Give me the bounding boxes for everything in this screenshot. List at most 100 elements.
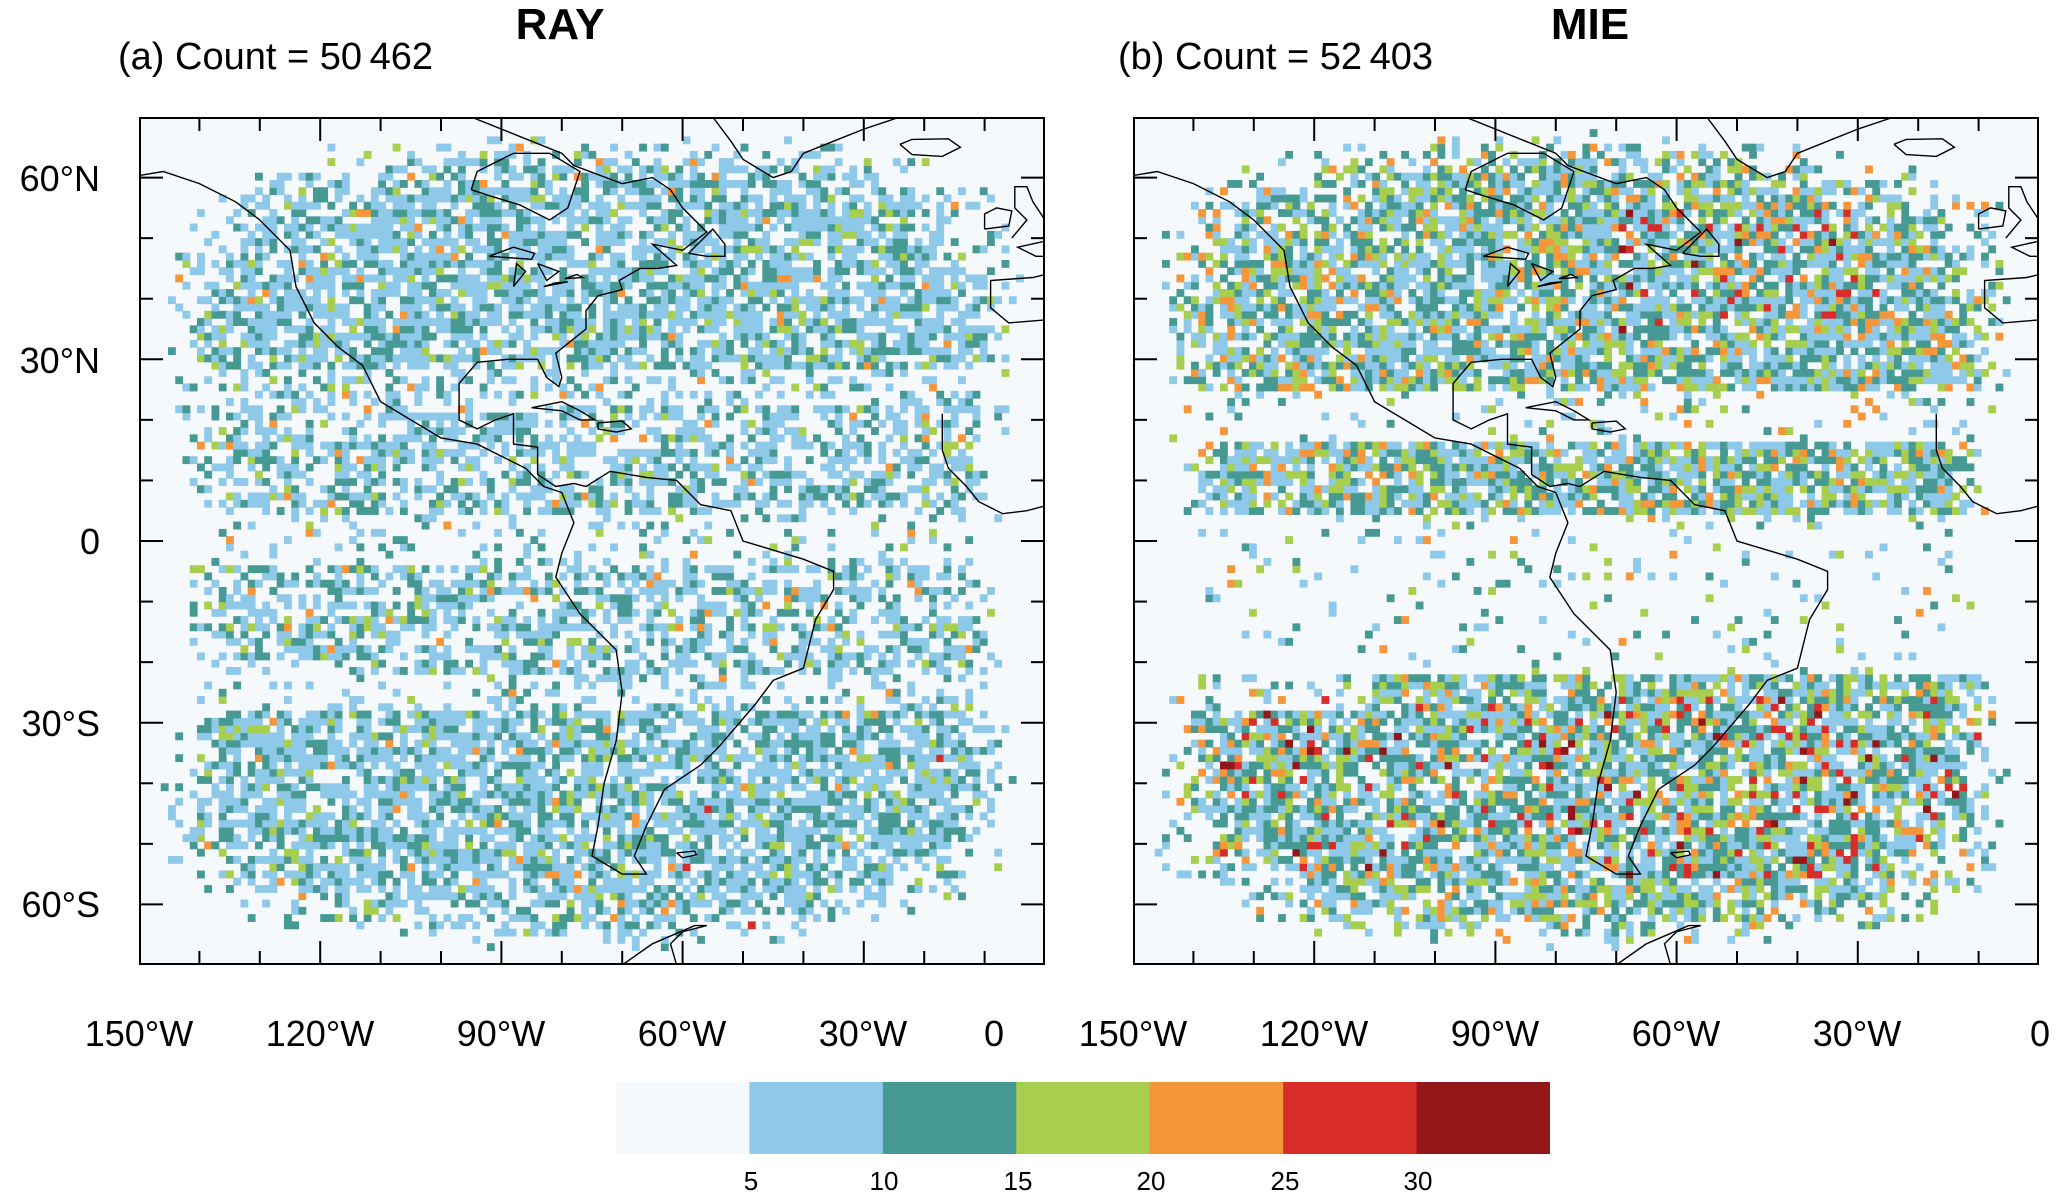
data-cell bbox=[573, 739, 582, 748]
data-cell bbox=[827, 710, 836, 719]
data-cell bbox=[450, 921, 459, 930]
data-cell bbox=[399, 310, 408, 319]
data-cell bbox=[370, 652, 379, 661]
data-cell bbox=[421, 376, 430, 385]
data-cell bbox=[341, 318, 350, 326]
data-cell bbox=[370, 310, 379, 319]
data-cell bbox=[602, 318, 611, 326]
data-cell bbox=[320, 783, 329, 792]
data-cell bbox=[784, 456, 792, 465]
data-cell bbox=[196, 623, 205, 632]
data-cell bbox=[863, 419, 872, 428]
data-cell bbox=[660, 405, 669, 414]
data-cell bbox=[356, 885, 365, 893]
data-cell bbox=[515, 470, 524, 479]
data-cell bbox=[320, 310, 329, 319]
data-cell bbox=[610, 419, 618, 428]
data-cell bbox=[929, 325, 937, 334]
data-cell bbox=[349, 710, 358, 719]
data-cell bbox=[472, 877, 481, 886]
data-cell bbox=[436, 427, 445, 435]
data-cell bbox=[465, 332, 474, 341]
data-cell bbox=[283, 630, 292, 639]
data-cell bbox=[515, 325, 524, 334]
data-cell bbox=[370, 790, 379, 799]
data-cell bbox=[291, 819, 300, 828]
data-cell bbox=[508, 463, 517, 472]
data-cell bbox=[392, 877, 401, 886]
data-cell bbox=[559, 616, 568, 624]
data-cell bbox=[639, 783, 647, 792]
data-cell bbox=[254, 710, 263, 719]
data-cell bbox=[276, 405, 285, 414]
data-cell bbox=[414, 587, 423, 595]
data-cell bbox=[515, 855, 524, 864]
data-cell bbox=[646, 376, 655, 385]
data-cell bbox=[610, 885, 618, 893]
data-cell bbox=[602, 325, 611, 334]
data-cell bbox=[740, 681, 749, 690]
data-cell bbox=[668, 412, 676, 421]
data-cell bbox=[776, 783, 785, 792]
data-cell bbox=[711, 463, 720, 472]
data-cell bbox=[697, 768, 705, 777]
data-cell bbox=[443, 318, 452, 326]
data-cell bbox=[305, 681, 314, 690]
data-cell bbox=[182, 405, 191, 414]
data-cell bbox=[479, 892, 488, 901]
data-cell bbox=[436, 587, 445, 595]
data-cell bbox=[349, 565, 358, 574]
data-cell bbox=[668, 325, 676, 334]
data-cell bbox=[327, 412, 336, 421]
data-cell bbox=[559, 732, 568, 741]
data-cell bbox=[291, 398, 300, 406]
data-cell bbox=[407, 543, 416, 552]
data-cell bbox=[711, 354, 720, 363]
data-cell bbox=[958, 870, 966, 879]
data-cell bbox=[494, 899, 502, 908]
data-cell bbox=[218, 427, 227, 435]
data-cell bbox=[356, 710, 365, 719]
data-cell bbox=[660, 557, 669, 566]
data-cell bbox=[254, 441, 263, 450]
data-cell bbox=[805, 768, 814, 777]
data-cell bbox=[740, 637, 749, 646]
data-cell bbox=[544, 310, 553, 319]
data-cell bbox=[624, 310, 633, 319]
data-cell bbox=[892, 848, 901, 857]
data-cell bbox=[769, 623, 778, 632]
data-cell bbox=[965, 405, 974, 414]
data-cell bbox=[472, 885, 481, 893]
data-cell bbox=[515, 332, 524, 341]
data-cell bbox=[965, 783, 974, 792]
data-cell bbox=[305, 419, 314, 428]
data-cell bbox=[747, 470, 756, 479]
data-cell bbox=[987, 746, 995, 755]
data-cell bbox=[378, 492, 387, 501]
data-cell bbox=[842, 565, 850, 574]
data-cell bbox=[494, 630, 502, 639]
data-cell bbox=[726, 434, 734, 443]
data-cell bbox=[385, 717, 394, 726]
data-cell bbox=[689, 310, 698, 319]
data-cell bbox=[566, 645, 575, 654]
data-cell bbox=[421, 754, 430, 763]
data-cell bbox=[276, 797, 285, 806]
data-cell bbox=[878, 659, 887, 668]
data-cell bbox=[370, 318, 379, 326]
data-cell bbox=[711, 347, 720, 356]
data-cell bbox=[871, 826, 879, 835]
data-cell bbox=[566, 652, 575, 661]
data-cell bbox=[936, 492, 945, 501]
data-cell bbox=[849, 761, 858, 770]
data-cell bbox=[218, 834, 227, 843]
data-cell bbox=[878, 652, 887, 661]
data-cell bbox=[660, 637, 669, 646]
data-cell bbox=[689, 696, 698, 704]
data-cell bbox=[682, 870, 691, 879]
data-cell bbox=[573, 339, 582, 348]
data-cell bbox=[943, 557, 952, 566]
data-cell bbox=[392, 914, 401, 922]
data-cell bbox=[675, 863, 684, 872]
data-cell bbox=[675, 441, 684, 450]
